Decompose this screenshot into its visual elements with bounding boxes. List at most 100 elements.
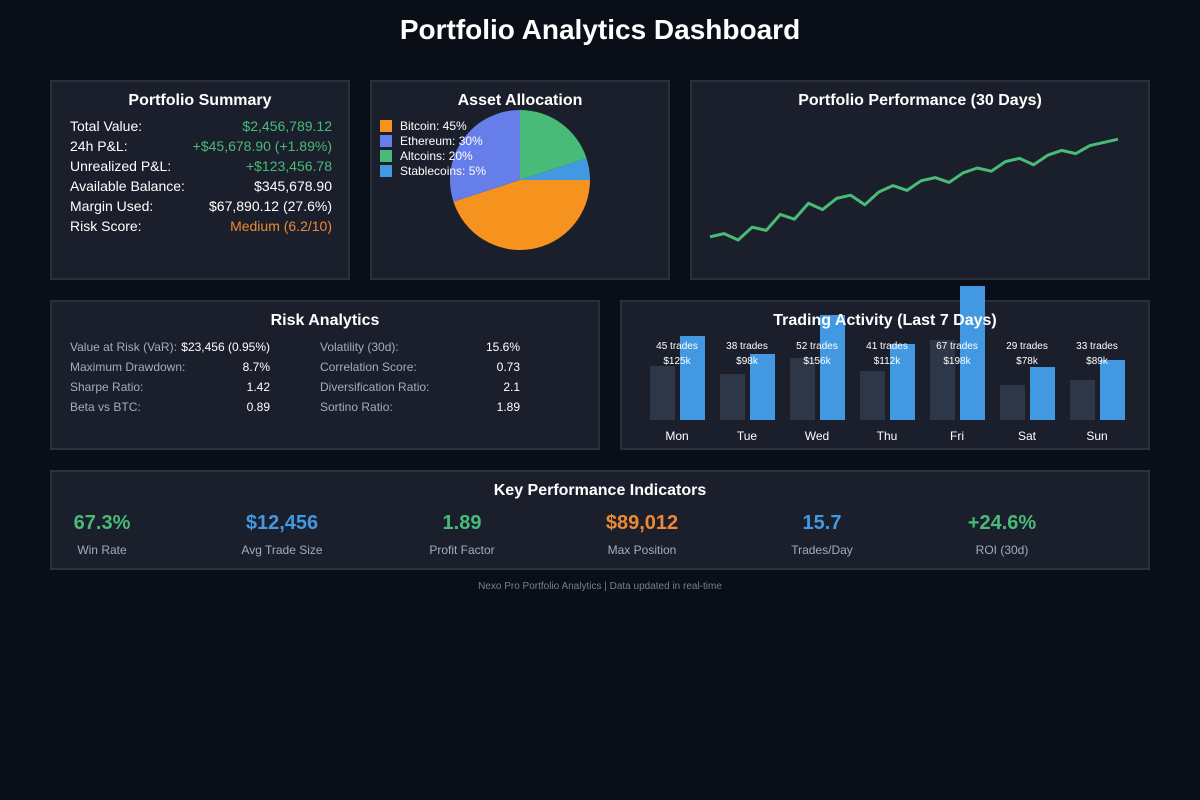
portfolio-summary-panel: Portfolio Summary Total Value: $2,456,789…	[50, 80, 350, 280]
risk-label: Volatility (30d):	[320, 340, 399, 354]
summary-label: Available Balance:	[70, 178, 185, 194]
kpi-label: Profit Factor	[429, 543, 495, 557]
volume-bar	[890, 344, 915, 420]
risk-row: Sortino Ratio: 1.89	[320, 400, 520, 416]
kpi-value: $12,456	[245, 512, 319, 534]
kpi-item: 67.3% Win Rate	[22, 512, 182, 557]
summary-row: Total Value: $2,456,789.12	[70, 118, 332, 138]
kpi-label: Max Position	[607, 543, 677, 557]
trades-bar	[720, 374, 745, 420]
pie-slice-altcoins	[520, 110, 587, 180]
risk-row: Maximum Drawdown: 8.7%	[70, 360, 270, 376]
kpi-label: Win Rate	[77, 543, 127, 557]
performance-panel: Portfolio Performance (30 Days)	[690, 80, 1150, 280]
kpi-value: 15.7	[802, 512, 842, 534]
trades-bar	[860, 370, 885, 420]
kpi-item: 1.89 Profit Factor	[382, 512, 542, 557]
volume-label: $89k	[1086, 356, 1108, 367]
trades-bar	[930, 339, 955, 420]
legend-label: Ethereum: 30%	[400, 134, 483, 148]
day-label: Wed	[804, 429, 830, 443]
legend-label: Stablecoins: 5%	[400, 164, 487, 178]
trades-count-label: 33 trades	[1076, 341, 1118, 352]
risk-label: Maximum Drawdown:	[70, 360, 186, 374]
footer-text: Nexo Pro Portfolio Analytics | Data upda…	[478, 581, 722, 592]
summary-value: +$45,678.90 (+1.89%)	[192, 138, 332, 154]
trades-bar	[790, 357, 815, 420]
risk-row: Volatility (30d): 15.6%	[320, 340, 520, 356]
risk-value: 0.73	[496, 360, 520, 374]
day-label: Mon	[665, 429, 689, 443]
legend-swatch	[380, 120, 392, 132]
trades-bar	[1070, 380, 1095, 420]
day-label: Thu	[876, 429, 898, 443]
kpi-label: Trades/Day	[791, 543, 853, 557]
volume-label: $198k	[943, 356, 971, 367]
legend-swatch	[380, 150, 392, 162]
pie-slice-bitcoin	[453, 180, 590, 250]
volume-label: $112k	[873, 356, 901, 367]
summary-row: Unrealized P&L: +$123,456.78	[70, 158, 332, 178]
volume-bar	[680, 335, 705, 420]
risk-value: 8.7%	[242, 360, 270, 374]
risk-row: Sharpe Ratio: 1.42	[70, 380, 270, 396]
kpi-panel: Key Performance Indicators 67.3% Win Rate…	[50, 470, 1150, 570]
risk-row: Value at Risk (VaR): $23,456 (0.95%)	[70, 340, 270, 356]
volume-label: $98k	[736, 356, 758, 367]
volume-label: $156k	[803, 356, 831, 367]
trades-count-label: 41 trades	[866, 341, 908, 352]
kpi-value: 67.3%	[73, 512, 131, 534]
volume-bar	[820, 314, 845, 420]
kpi-label: ROI (30d)	[975, 543, 1029, 557]
performance-line-chart	[709, 137, 1119, 242]
risk-value: $23,456 (0.95%)	[181, 340, 270, 354]
trades-bar	[1000, 385, 1025, 420]
summary-row: Risk Score: Medium (6.2/10)	[70, 218, 332, 238]
day-label: Fri	[950, 429, 964, 443]
risk-value: 0.89	[246, 400, 270, 414]
trades-count-label: 45 trades	[656, 341, 698, 352]
volume-label: $78k	[1016, 356, 1038, 367]
kpi-value: $89,012	[605, 512, 679, 534]
risk-row: Beta vs BTC: 0.89	[70, 400, 270, 416]
volume-bar	[750, 353, 775, 420]
portfolio-summary-title: Portfolio Summary	[128, 92, 272, 109]
risk-row: Diversification Ratio: 2.1	[320, 380, 520, 396]
volume-label: $125k	[663, 356, 691, 367]
trades-count-label: 52 trades	[796, 341, 838, 352]
risk-value: 1.89	[496, 400, 520, 414]
risk-label: Diversification Ratio:	[320, 380, 430, 394]
asset-allocation-title: Asset Allocation	[457, 92, 583, 109]
summary-value: +$123,456.78	[245, 158, 332, 174]
summary-label: Total Value:	[70, 118, 143, 134]
summary-value: Medium (6.2/10)	[230, 218, 332, 234]
risk-label: Sharpe Ratio:	[70, 380, 144, 394]
kpi-title: Key Performance Indicators	[493, 482, 707, 499]
summary-row: Available Balance: $345,678.90	[70, 178, 332, 198]
kpi-item: $12,456 Avg Trade Size	[202, 512, 362, 557]
summary-label: Margin Used:	[70, 198, 154, 214]
summary-row: 24h P&L: +$45,678.90 (+1.89%)	[70, 138, 332, 158]
kpi-item: $89,012 Max Position	[562, 512, 722, 557]
risk-label: Sortino Ratio:	[320, 400, 393, 414]
kpi-item: 15.7 Trades/Day	[742, 512, 902, 557]
legend-swatch	[380, 135, 392, 147]
performance-title: Portfolio Performance (30 Days)	[798, 92, 1042, 109]
pie-slice-stablecoins	[520, 158, 590, 180]
kpi-value: 1.89	[442, 512, 482, 534]
risk-analytics-title: Risk Analytics	[270, 312, 380, 329]
volume-bar	[1030, 367, 1055, 420]
page-title: Portfolio Analytics Dashboard	[399, 14, 801, 45]
trades-bar	[650, 366, 675, 420]
kpi-item: +24.6% ROI (30d)	[922, 512, 1082, 557]
allocation-pie-chart	[450, 110, 590, 250]
risk-row: Correlation Score: 0.73	[320, 360, 520, 376]
day-label: Tue	[736, 429, 758, 443]
summary-value: $345,678.90	[254, 178, 332, 194]
asset-allocation-panel: Asset Allocation Bitcoin: 45% Ethereum: 3…	[370, 80, 670, 280]
risk-label: Beta vs BTC:	[70, 400, 141, 414]
risk-value: 1.42	[246, 380, 270, 394]
volume-bar	[960, 286, 985, 420]
legend-label: Bitcoin: 45%	[400, 119, 467, 133]
summary-row: Margin Used: $67,890.12 (27.6%)	[70, 198, 332, 218]
